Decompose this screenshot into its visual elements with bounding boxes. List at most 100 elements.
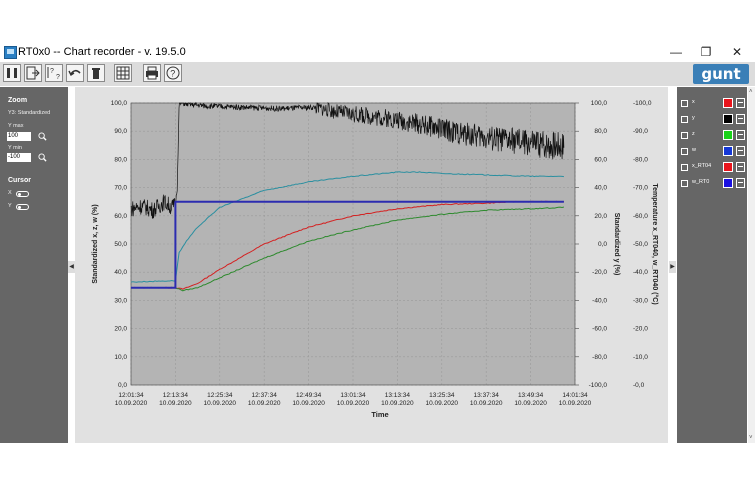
grid-button[interactable]	[114, 64, 132, 82]
y3-axis-label: Y3: Standardized	[8, 110, 51, 116]
x-tick-date: 10.09.2020	[381, 400, 414, 407]
x-tick-date: 10.09.2020	[426, 400, 459, 407]
x-tick-time: 12:01:34	[118, 392, 144, 399]
window-title: RT0x0 -- Chart recorder - v. 19.5.0	[18, 46, 186, 58]
legend-color-swatch[interactable]	[723, 130, 733, 140]
y-tick-mid: 100,0	[591, 100, 608, 107]
restore-button[interactable]: ❐	[700, 45, 712, 59]
x-tick-time: 12:13:34	[163, 392, 189, 399]
trash-icon	[92, 68, 100, 79]
legend-label: x_RT04	[692, 163, 712, 169]
y-tick-mid: -80,0	[592, 354, 607, 361]
zoom-in-icon[interactable]	[38, 132, 47, 141]
legend-label: x	[692, 99, 695, 105]
y-tick-right: -50,0	[633, 241, 648, 248]
legend-checkbox[interactable]	[681, 100, 688, 107]
y-tick-mid: -100,0	[589, 382, 608, 389]
gunt-logo: gunt	[693, 64, 749, 84]
cursor-y-toggle[interactable]	[16, 204, 29, 210]
legend-line-style-icon[interactable]	[736, 98, 745, 108]
y-tick-mid: 40,0	[594, 185, 607, 192]
x-tick-time: 12:49:34	[296, 392, 322, 399]
legend-checkbox[interactable]	[681, 116, 688, 123]
svg-text:?: ?	[56, 74, 60, 81]
chart-area: 100,0 100,0 -100,0 90,0 80,0 -90,0 80,0 60,0 -80…	[75, 87, 668, 443]
cursor-x-toggle[interactable]	[16, 191, 29, 197]
legend-line-style-icon[interactable]	[736, 114, 745, 124]
legend-checkbox[interactable]	[681, 180, 688, 187]
x-tick-time: 13:13:34	[385, 392, 411, 399]
x-tick-date: 10.09.2020	[470, 400, 503, 407]
y-tick-mid: 20,0	[594, 213, 607, 220]
x-tick-date: 10.09.2020	[559, 400, 592, 407]
cursor-title: Cursor	[8, 177, 31, 184]
legend-label: w	[692, 147, 696, 153]
help-button[interactable]: ?	[164, 64, 182, 82]
help-cursor-button[interactable]: ??	[45, 64, 63, 82]
y-tick-left: 50,0	[114, 241, 127, 248]
y-tick-left: 10,0	[114, 354, 127, 361]
legend-line-style-icon[interactable]	[736, 146, 745, 156]
y-tick-mid: 80,0	[594, 128, 607, 135]
x-tick-time: 12:37:34	[252, 392, 278, 399]
scroll-up-icon[interactable]: ˄	[749, 89, 753, 95]
legend-item: z	[681, 130, 745, 142]
pause-button[interactable]	[3, 64, 21, 82]
title-bar: RT0x0 -- Chart recorder - v. 19.5.0 — ❐ …	[0, 43, 755, 62]
cursor-x-label: X	[8, 190, 12, 196]
legend-label: y	[692, 115, 695, 121]
svg-text:?: ?	[50, 68, 54, 75]
scrollbar[interactable]: ˄ ˅	[748, 87, 755, 443]
export-button[interactable]	[24, 64, 42, 82]
y-axis-title-left: Standardized x, z, w (%)	[92, 204, 99, 283]
legend-line-style-icon[interactable]	[736, 162, 745, 172]
legend-item: w	[681, 146, 745, 158]
zoom-title: Zoom	[8, 97, 28, 104]
legend-color-swatch[interactable]	[723, 178, 733, 188]
y-tick-right: -10,0	[633, 354, 648, 361]
x-axis-title: Time	[371, 410, 388, 419]
y-tick-mid: -40,0	[592, 297, 607, 304]
legend-item: x_RT04	[681, 162, 745, 174]
app-icon	[4, 46, 17, 59]
chart-svg: 100,0 100,0 -100,0 90,0 80,0 -90,0 80,0 60,0 -80…	[92, 100, 659, 419]
logo-text: gunt	[701, 65, 741, 83]
legend-panel: x y z w x_RT04 w_RT0	[677, 87, 747, 443]
y-tick-mid: 0,0	[598, 241, 607, 248]
svg-text:?: ?	[170, 69, 175, 79]
legend-checkbox[interactable]	[681, 164, 688, 171]
legend-color-swatch[interactable]	[723, 114, 733, 124]
ymin-input[interactable]: -100	[7, 153, 31, 162]
delete-button[interactable]	[87, 64, 105, 82]
y-tick-left: 0,0	[118, 382, 127, 389]
pause-icon	[7, 68, 17, 78]
legend-color-swatch[interactable]	[723, 162, 733, 172]
legend-item: w_RT0	[681, 178, 745, 190]
ymax-input[interactable]: 100	[7, 132, 31, 141]
legend-item: y	[681, 114, 745, 126]
close-button[interactable]: ✕	[731, 45, 743, 59]
y-tick-left: 70,0	[114, 185, 127, 192]
legend-line-style-icon[interactable]	[736, 178, 745, 188]
legend-label: z	[692, 131, 695, 137]
legend-checkbox[interactable]	[681, 132, 688, 139]
zoom-out-icon[interactable]	[38, 153, 47, 162]
x-tick-date: 10.09.2020	[204, 400, 237, 407]
collapse-left-button[interactable]: ◀	[68, 261, 75, 273]
y-tick-mid: 60,0	[594, 156, 607, 163]
legend-checkbox[interactable]	[681, 148, 688, 155]
x-tick-time: 14:01:34	[562, 392, 588, 399]
print-button[interactable]	[143, 64, 161, 82]
legend-color-swatch[interactable]	[723, 98, 733, 108]
plot-border	[130, 102, 576, 386]
minimize-button[interactable]: —	[670, 45, 682, 59]
series-line-z	[130, 206, 565, 292]
collapse-right-button[interactable]: ▶	[669, 261, 676, 273]
undo-button[interactable]	[66, 64, 84, 82]
x-tick-date: 10.09.2020	[292, 400, 325, 407]
legend-line-style-icon[interactable]	[736, 130, 745, 140]
series-line-y	[130, 101, 565, 220]
legend-color-swatch[interactable]	[723, 146, 733, 156]
series-line-x_RT04	[131, 200, 564, 289]
scroll-down-icon[interactable]: ˅	[749, 435, 753, 441]
